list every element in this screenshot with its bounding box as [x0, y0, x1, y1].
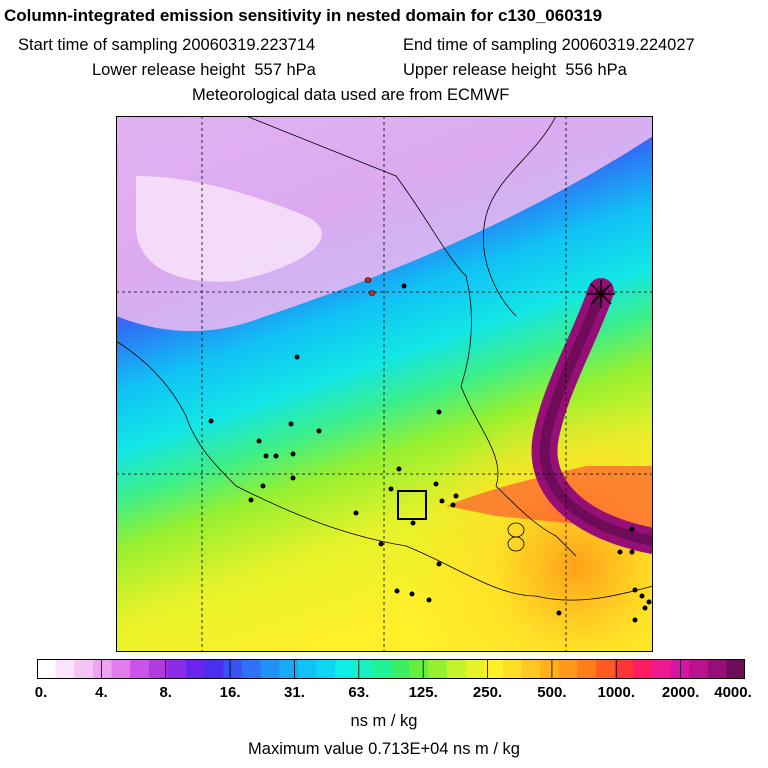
colorbar-tick-label: 250.	[472, 684, 503, 701]
colorbar-tick-label: 4000.	[714, 684, 752, 701]
coastline	[482, 116, 557, 317]
max-value-label: Maximum value 0.713E+04 ns m / kg	[248, 740, 520, 758]
plume-core	[539, 286, 653, 546]
colorbar-tick-label: 31.	[284, 684, 305, 701]
colorbar-tick-label: 500.	[537, 684, 567, 701]
colorbar-swatch	[204, 659, 224, 679]
colorbar-swatch	[409, 659, 429, 679]
met-data-label: Meteorological data used are from ECMWF	[192, 86, 510, 104]
colorbar-swatch	[148, 659, 168, 679]
colorbar-frame	[37, 659, 745, 679]
sensitivity-map	[116, 116, 653, 652]
station-dots	[208, 283, 652, 623]
colorbar-swatch	[167, 659, 187, 679]
lower-release-label: Lower release height 557 hPa	[92, 61, 316, 79]
colorbar-tick-label: 0.	[34, 684, 48, 701]
colorbar-tick-label: 16.	[219, 684, 241, 701]
colorbar-tick-label: 2000.	[661, 684, 700, 701]
colorbar-swatch	[595, 659, 616, 679]
colorbar-swatch	[446, 659, 467, 679]
colorbar-swatch	[577, 659, 597, 679]
colorbar-swatch	[316, 659, 336, 679]
map-frame	[116, 116, 653, 652]
colorbar-swatch	[633, 659, 653, 679]
red-dots	[364, 277, 376, 296]
colorbar-swatch	[111, 659, 131, 679]
colorbar-tick-label: 125.	[408, 684, 438, 701]
title: Column-integrated emission sensitivity i…	[4, 6, 603, 25]
colorbar-swatch	[37, 659, 57, 679]
minimum-region	[136, 176, 322, 282]
colorbar-swatch	[335, 659, 355, 679]
colorbar-swatch	[689, 659, 709, 679]
colorbar-swatch	[707, 659, 727, 679]
colorbar-swatch	[540, 659, 560, 679]
colorbar-swatch	[260, 659, 280, 679]
colorbar-swatch	[92, 659, 113, 679]
colorbar-swatch	[223, 659, 243, 679]
receptor-cross	[587, 280, 615, 308]
colorbar-swatch	[297, 659, 317, 679]
coastline	[116, 340, 653, 601]
upper-release-label: Upper release height 556 hPa	[403, 61, 627, 79]
colorbar-swatch	[651, 659, 671, 679]
colorbar-swatch	[428, 659, 448, 679]
colorbar-swatch	[465, 659, 485, 679]
gridlines	[116, 116, 653, 652]
end-time-label: End time of sampling 20060319.224027	[403, 36, 695, 54]
colorbar-swatch	[74, 659, 94, 679]
coastline	[245, 116, 577, 557]
units-label: ns m / kg	[350, 712, 418, 730]
start-time-label: Start time of sampling 20060319.223714	[18, 36, 316, 54]
colorbar-swatch	[521, 659, 541, 679]
colorbar-tick-label: 1000.	[597, 684, 636, 701]
colorbar-swatch	[186, 659, 206, 679]
colorbar-swatch	[353, 659, 373, 679]
colorbar-swatch	[55, 659, 75, 679]
colorbar-swatch	[484, 659, 504, 679]
colorbar-swatch	[726, 659, 745, 679]
colorbar-tick-label: 4.	[95, 684, 108, 701]
colorbar-swatch	[502, 659, 522, 679]
colorbar-tick-label: 8.	[159, 684, 172, 701]
colorbar-swatch	[241, 659, 262, 679]
colorbar-swatch	[130, 659, 150, 679]
colorbar-swatch	[558, 659, 578, 679]
colorbar	[37, 659, 745, 679]
colorbar-swatch	[391, 659, 411, 679]
colorbar-swatch	[670, 659, 690, 679]
contour-eight	[507, 522, 525, 552]
colorbar-swatch	[614, 659, 634, 679]
colorbar-tick-label: 63.	[348, 684, 370, 701]
colorbar-swatch	[279, 659, 299, 679]
release-box	[397, 490, 427, 520]
colorbar-swatch	[372, 659, 392, 679]
